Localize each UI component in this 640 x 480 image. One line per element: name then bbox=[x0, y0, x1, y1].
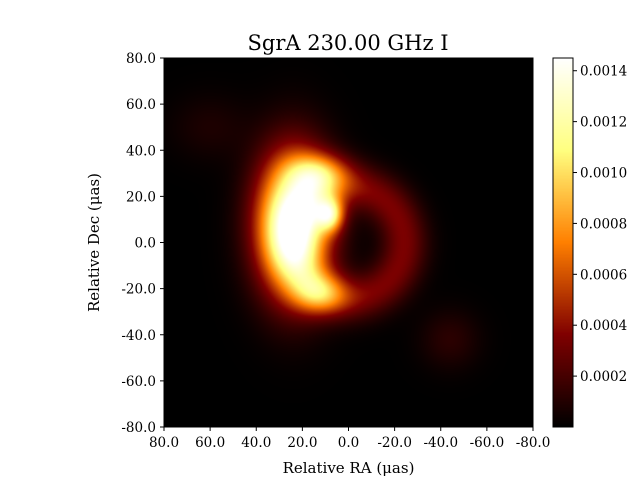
plot-area bbox=[163, 57, 534, 428]
x-tick-label: 60.0 bbox=[195, 435, 225, 451]
colorbar: 0.0002 0.0004 0.0006 0.0008 0.0010 0.0012 0.00… bbox=[552, 57, 627, 428]
colorbar-tick-label: 0.0014 bbox=[580, 64, 627, 80]
heatmap-image-holder bbox=[164, 58, 533, 427]
y-tick-label: 0.0 bbox=[135, 236, 156, 252]
y-tick-label: 20.0 bbox=[126, 189, 156, 205]
colorbar-image bbox=[553, 58, 573, 427]
y-tick-label: -20.0 bbox=[121, 282, 156, 298]
colorbar-tick-label: 0.0010 bbox=[580, 166, 627, 182]
y-tick-label: 60.0 bbox=[126, 97, 156, 113]
y-axis-label: Relative Dec (μas) bbox=[85, 173, 103, 312]
x-tick-label: 20.0 bbox=[287, 435, 317, 451]
heatmap-image bbox=[164, 58, 533, 427]
y-tick-label: -80.0 bbox=[121, 420, 156, 436]
x-axis-label: Relative RA (μas) bbox=[283, 459, 415, 477]
colorbar-ticks: 0.0002 0.0004 0.0006 0.0008 0.0010 0.0012 0.00… bbox=[573, 64, 627, 385]
colorbar-frame bbox=[552, 57, 574, 428]
x-tick-label: -80.0 bbox=[516, 435, 551, 451]
colorbar-tick-label: 0.0002 bbox=[580, 369, 627, 385]
y-tick-label: -60.0 bbox=[121, 374, 156, 390]
x-tick-label: -40.0 bbox=[423, 435, 458, 451]
colorbar-tick-label: 0.0012 bbox=[580, 115, 627, 131]
colorbar-tick-label: 0.0008 bbox=[580, 216, 627, 232]
colorbar-tick-label: 0.0004 bbox=[580, 318, 627, 334]
x-tick-label: -60.0 bbox=[470, 435, 505, 451]
x-tick-label: 80.0 bbox=[149, 435, 179, 451]
chart-title: SgrA 230.00 GHz I bbox=[248, 31, 449, 55]
x-tick-label: -20.0 bbox=[377, 435, 412, 451]
x-tick-label: 0.0 bbox=[338, 435, 359, 451]
y-tick-label: -40.0 bbox=[121, 328, 156, 344]
y-tick-label: 40.0 bbox=[126, 143, 156, 159]
x-axis: 80.0 60.0 40.0 20.0 0.0 -20.0 -40.0 -60.0 -80.0 bbox=[149, 427, 550, 451]
colorbar-tick-label: 0.0006 bbox=[580, 267, 627, 283]
y-tick-label: 80.0 bbox=[126, 51, 156, 67]
y-axis: 80.0 60.0 40.0 20.0 0.0 -20.0 -40.0 -60.0 -80.0 bbox=[121, 51, 164, 436]
x-tick-label: 40.0 bbox=[241, 435, 271, 451]
colorbar-image-holder bbox=[553, 58, 573, 427]
